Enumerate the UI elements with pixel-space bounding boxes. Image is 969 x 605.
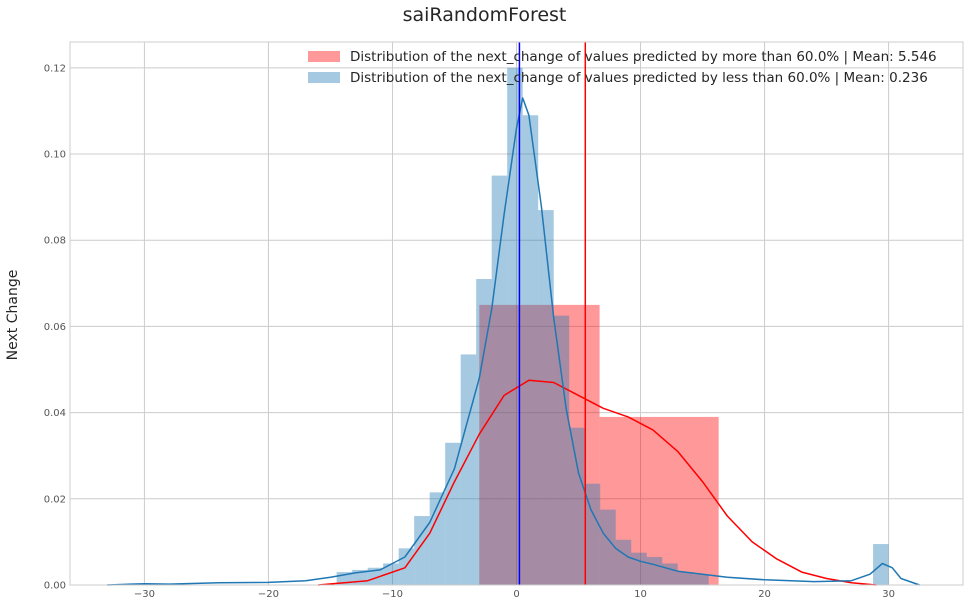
x-tick-label: 10 — [634, 589, 647, 600]
histogram-bar — [538, 210, 554, 586]
histogram-bar — [522, 115, 539, 585]
histogram-bar — [507, 67, 523, 586]
histogram-bar — [383, 563, 399, 585]
histogram-bar — [584, 483, 601, 585]
mean-lines — [518, 42, 587, 585]
histogram-bar — [569, 427, 585, 585]
axis-ticks: −30 −20 −10 0 10 20 30 0.00 0.02 0.04 0.06 0.08 0.10… — [44, 63, 895, 600]
x-tick-label: 20 — [758, 589, 771, 600]
histogram-bar — [693, 574, 709, 585]
histogram-bar — [677, 572, 694, 585]
x-tick-label: −10 — [382, 589, 403, 600]
y-tick-label: 0.02 — [44, 494, 66, 505]
x-tick-label: 0 — [513, 589, 519, 600]
plot-border — [69, 41, 964, 586]
chart-title: saiRandomForest — [402, 4, 567, 26]
y-tick-label: 0.10 — [44, 150, 66, 161]
histogram-bar — [479, 304, 600, 585]
kde-curve — [107, 97, 920, 586]
x-tick-label: −30 — [134, 589, 155, 600]
histogram-bar — [599, 416, 719, 585]
kde-curves — [107, 97, 920, 586]
histogram-bar — [615, 539, 632, 585]
legend-swatch — [308, 51, 340, 62]
histogram-bar — [662, 563, 678, 585]
y-tick-label: 0.06 — [44, 322, 66, 333]
legend-label: Distribution of the next_change of value… — [350, 49, 937, 65]
histogram-bar — [646, 556, 663, 585]
y-tick-label: 0.00 — [44, 581, 66, 592]
histogram-bar — [553, 315, 570, 585]
histogram-bar — [460, 354, 477, 585]
y-tick-label: 0.12 — [44, 63, 66, 74]
legend: Distribution of the next_change of value… — [308, 49, 937, 86]
kde-curve — [318, 379, 877, 586]
histogram-bars — [336, 67, 889, 586]
y-tick-label: 0.08 — [44, 236, 66, 247]
x-tick-label: 30 — [882, 589, 895, 600]
y-tick-label: 0.04 — [44, 408, 66, 419]
legend-label: Distribution of the next_change of value… — [350, 70, 928, 86]
legend-swatch — [308, 72, 340, 83]
histogram-bar — [414, 516, 430, 585]
histogram-bar — [631, 552, 647, 585]
histogram-bar — [600, 509, 616, 585]
x-tick-label: −20 — [258, 589, 279, 600]
histogram-bar — [367, 567, 384, 585]
histogram-bar — [445, 442, 461, 585]
histogram-bar — [491, 175, 508, 585]
histogram-bar — [476, 279, 492, 585]
